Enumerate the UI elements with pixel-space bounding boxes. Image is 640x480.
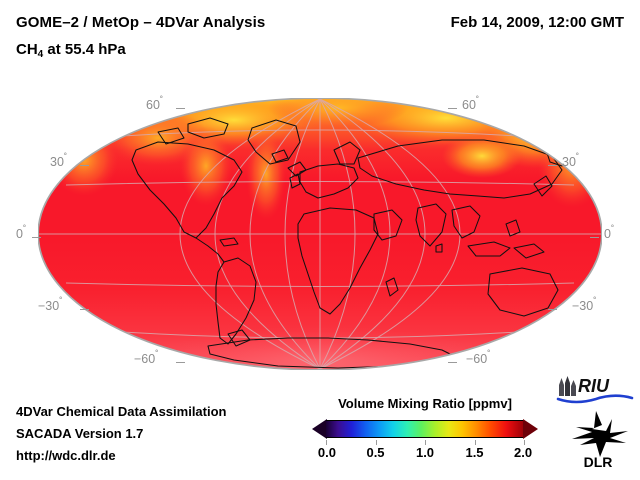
map-limb	[37, 97, 603, 371]
lat-label-left-0: 0˚	[16, 224, 27, 241]
riu-logo-svg: RIU	[556, 376, 634, 404]
riu-towers-icon	[559, 376, 576, 396]
colorbar: Volume Mixing Ratio [ppmv] 0.0 0.5 1.0 1.5 2…	[312, 396, 538, 468]
colorbar-tickmark	[326, 440, 327, 445]
dlr-mark-icon	[572, 411, 628, 457]
colorbar-ticklabel: 1.0	[415, 445, 435, 460]
timestamp: Feb 14, 2009, 12:00 GMT	[450, 14, 624, 31]
colorbar-tickmark	[524, 440, 525, 445]
lat-label-left-60: 60˚	[146, 95, 164, 112]
dlr-wordmark: DLR	[584, 454, 613, 469]
map-field	[39, 99, 601, 369]
dlr-logo: DLR	[566, 411, 630, 470]
lat-label-right-0: 0˚	[604, 224, 615, 241]
map-svg	[37, 97, 603, 371]
globe-projection	[37, 97, 603, 371]
lat-tick-left-m30	[80, 309, 89, 310]
colorbar-gradient	[326, 420, 524, 438]
colorbar-ticklabel: 1.5	[465, 445, 484, 460]
lat-label-right-60: 60˚	[462, 95, 480, 112]
lat-label-left-30: 30˚	[50, 152, 68, 169]
footer-line-url[interactable]: http://wdc.dlr.de	[16, 448, 116, 463]
lat-tick-left-0	[32, 237, 41, 238]
colorbar-tickmark	[375, 440, 377, 445]
lat-label-right-m60: −60˚	[466, 349, 491, 366]
footer-line-method: 4DVar Chemical Data Assimilation	[16, 404, 227, 419]
riu-wordmark: RIU	[578, 376, 610, 396]
lat-label-left-m30: −30˚	[38, 296, 63, 313]
footer-credits: 4DVar Chemical Data Assimilation SACADA …	[16, 401, 227, 467]
colorbar-ticklabel: 2.0	[514, 445, 533, 460]
lat-tick-left-m60	[176, 362, 185, 363]
lat-tick-left-30	[80, 165, 89, 166]
colorbar-tickmarks	[312, 440, 538, 445]
pressure-level-label: at 55.4 hPa	[43, 41, 126, 58]
colorbar-extend-high-arrow	[523, 419, 538, 439]
lat-tick-left-60	[176, 108, 185, 109]
page-title: GOME–2 / MetOp – 4DVar Analysis	[16, 14, 266, 31]
colorbar-ticklabel: 0.5	[366, 445, 385, 460]
lat-label-left-m60: −60˚	[134, 349, 159, 366]
colorbar-tickmark	[425, 440, 426, 445]
dlr-logo-svg: DLR	[572, 411, 628, 470]
colorbar-bar	[312, 418, 538, 440]
lat-tick-right-60	[448, 108, 457, 109]
graticule-meridians	[179, 99, 461, 369]
colorbar-ticklabel: 0.0	[317, 445, 336, 460]
riu-wave-icon	[556, 394, 634, 404]
colorbar-extend-low-arrow	[312, 419, 327, 439]
species-label: CH	[16, 41, 38, 58]
species-subtitle: CH4 at 55.4 hPa	[16, 41, 126, 60]
lat-tick-right-0	[590, 237, 599, 238]
lat-label-right-30: 30˚	[562, 152, 580, 169]
lat-tick-right-m30	[548, 309, 557, 310]
lat-label-right-m30: −30˚	[572, 296, 597, 313]
footer-line-version: SACADA Version 1.7	[16, 426, 144, 441]
species-subscript: 4	[37, 49, 44, 60]
colorbar-title: Volume Mixing Ratio [ppmv]	[338, 396, 512, 411]
colorbar-ticklabels: 0.0 0.5 1.0 1.5 2.0	[312, 445, 538, 463]
lat-tick-right-30	[548, 165, 557, 166]
riu-logo: RIU	[556, 374, 634, 404]
colorbar-tickmark	[474, 440, 476, 445]
lat-tick-right-m60	[448, 362, 457, 363]
map-panel: 60˚ 30˚ 0˚ −30˚ −60˚ 60˚ 30˚ 0˚ −30˚ −60…	[0, 82, 640, 382]
